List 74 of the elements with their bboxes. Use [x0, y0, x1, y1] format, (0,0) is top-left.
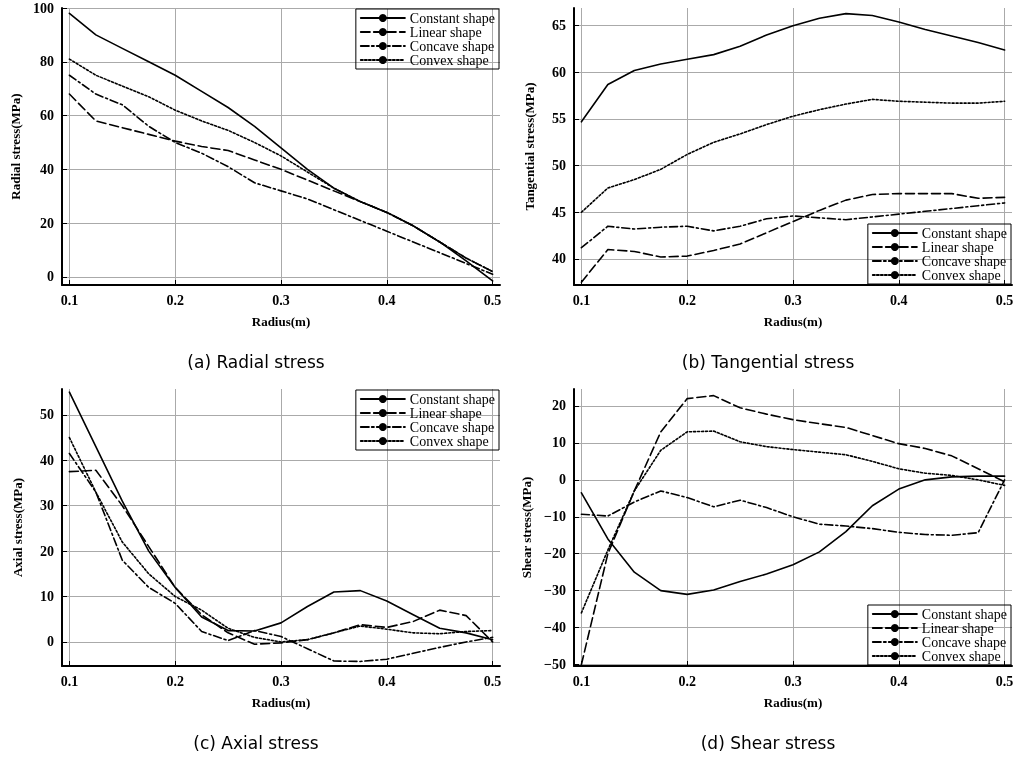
legend-label: Concave shape [921, 634, 1007, 650]
text: (c) Axial stress [193, 732, 319, 753]
y-tick-label: 50 [40, 407, 54, 423]
text: (b) Tangential stress [681, 351, 855, 372]
x-tick-label: 0.2 [166, 673, 184, 689]
legend-label: Constant shape [409, 10, 495, 26]
y-tick-label: 20 [552, 398, 566, 414]
y-tick-label: −10 [544, 509, 566, 525]
y-tick-label: 40 [552, 251, 566, 267]
y-tick-label: 0 [559, 472, 566, 488]
y-axis-title: Axial stress(MPa) [10, 477, 25, 578]
y-tick-label: 40 [40, 452, 54, 468]
x-tick-label: 0.3 [784, 292, 802, 308]
y-tick-label: 45 [552, 204, 566, 220]
y-tick-label: 55 [552, 111, 566, 127]
y-tick-label: 100 [33, 0, 54, 16]
y-tick-label: 10 [552, 435, 566, 451]
y-tick-label: 20 [40, 543, 54, 559]
x-tick-label: 0.1 [60, 292, 79, 308]
legend-label: Linear shape [409, 24, 482, 40]
x-tick-label: 0.1 [572, 292, 591, 308]
text: (d) Shear stress [700, 732, 836, 753]
x-axis-title: Radius(m) [251, 314, 311, 329]
x-tick-label: 0.4 [890, 292, 908, 308]
legend-label: Linear shape [921, 620, 994, 636]
x-tick-label: 0.3 [784, 673, 802, 689]
legend-label: Linear shape [921, 239, 994, 255]
y-tick-label: −30 [544, 583, 566, 599]
y-axis-title: Radial stress(MPa) [8, 93, 24, 200]
x-tick-label: 0.4 [378, 673, 396, 689]
y-tick-label: −20 [544, 546, 566, 562]
x-tick-label: 0.5 [995, 673, 1014, 689]
legend-label: Constant shape [409, 391, 495, 407]
x-tick-label: 0.1 [572, 673, 591, 689]
x-tick-label: 0.2 [678, 292, 696, 308]
y-axis-title: Shear stress(MPa) [519, 476, 535, 579]
x-tick-label: 0.3 [272, 673, 290, 689]
legend-label: Convex shape [409, 433, 489, 449]
legend-label: Constant shape [921, 225, 1007, 241]
y-tick-label: 20 [40, 215, 54, 231]
y-tick-label: 60 [552, 64, 566, 80]
y-tick-label: 50 [552, 158, 566, 174]
y-axis-title: Tangential stress(MPa) [522, 82, 537, 211]
legend-label: Convex shape [409, 52, 489, 68]
y-tick-label: 0 [47, 634, 54, 650]
x-tick-label: 0.5 [483, 673, 502, 689]
legend-label: Concave shape [921, 253, 1007, 269]
legend-label: Concave shape [409, 38, 495, 54]
x-tick-label: 0.2 [678, 673, 696, 689]
legend-label: Linear shape [409, 405, 482, 421]
x-axis-title: Radius(m) [763, 314, 823, 329]
y-tick-label: −40 [544, 620, 566, 636]
x-tick-label: 0.3 [272, 292, 290, 308]
x-tick-label: 0.5 [483, 292, 502, 308]
legend-label: Convex shape [921, 648, 1001, 664]
x-tick-label: 0.4 [378, 292, 396, 308]
y-tick-label: 30 [40, 498, 54, 514]
y-tick-label: 0 [47, 269, 54, 285]
y-tick-label: 40 [40, 161, 54, 177]
x-tick-label: 0.5 [995, 292, 1014, 308]
y-tick-label: 10 [40, 589, 54, 605]
legend-label: Concave shape [409, 419, 495, 435]
y-tick-label: 60 [40, 108, 54, 124]
text: (a) Radial stress [187, 351, 325, 372]
x-tick-label: 0.1 [60, 673, 79, 689]
y-tick-label: 80 [40, 54, 54, 70]
x-tick-label: 0.4 [890, 673, 908, 689]
legend-label: Convex shape [921, 267, 1001, 283]
x-tick-label: 0.2 [166, 292, 184, 308]
x-axis-title: Radius(m) [763, 695, 823, 710]
y-tick-label: −50 [544, 657, 566, 673]
legend-label: Constant shape [921, 606, 1007, 622]
y-tick-label: 65 [552, 18, 566, 34]
x-axis-title: Radius(m) [251, 695, 311, 710]
